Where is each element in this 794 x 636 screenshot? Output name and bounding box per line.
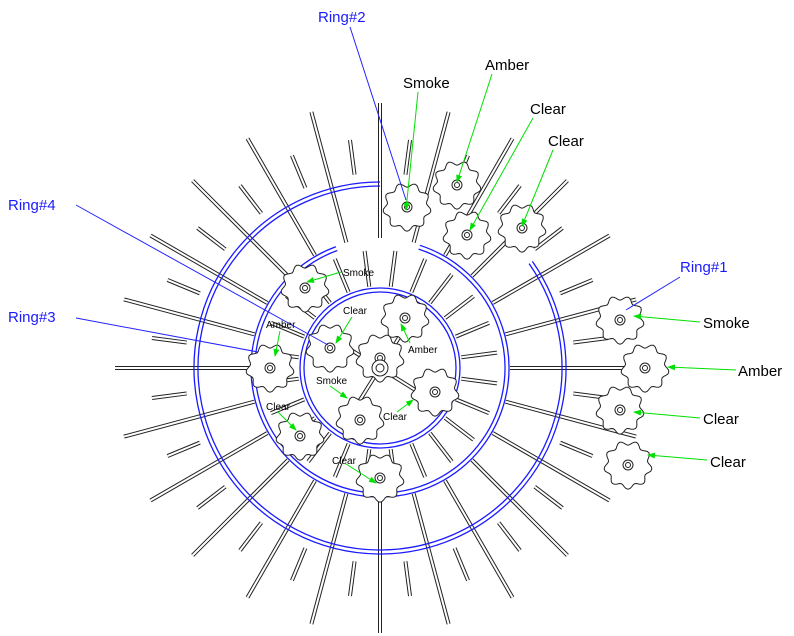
callout-label: Amber (266, 320, 296, 331)
spoke (292, 548, 305, 580)
rosette (443, 212, 491, 259)
spoke (292, 156, 305, 188)
ring-label: Ring#1 (680, 259, 728, 276)
callout-label: Smoke (316, 376, 348, 387)
spoke (240, 186, 261, 214)
ring-label: Ring#2 (318, 9, 366, 26)
spoke (456, 399, 489, 413)
callout-label: Amber (485, 57, 529, 74)
callout-label: Amber (738, 363, 782, 380)
rosette (596, 297, 644, 344)
leader-arrow (668, 367, 736, 370)
callout-label: Smoke (703, 315, 750, 332)
callout-label: Clear (343, 306, 368, 317)
ring-label: Ring#3 (8, 309, 56, 326)
spoke (411, 259, 425, 292)
spoke (248, 139, 316, 256)
leader-arrow (330, 386, 347, 398)
spoke (560, 443, 592, 456)
spoke (430, 274, 452, 303)
rosette (336, 397, 384, 444)
spoke (168, 280, 200, 293)
callout-label: Clear (266, 402, 291, 413)
leader-line (626, 277, 680, 310)
leader-arrow (397, 400, 413, 412)
page: {"rings": ["Ring#1", "Ring#2", "Ring#3",… (0, 0, 794, 636)
spoke (472, 460, 567, 555)
callout-label: Clear (530, 101, 566, 118)
spoke (311, 494, 346, 624)
spoke (414, 494, 449, 624)
spoke (430, 433, 452, 462)
ring-label: Ring#4 (8, 197, 56, 214)
rosette (356, 455, 404, 502)
spoke (535, 487, 563, 508)
spoke (193, 181, 288, 276)
ring-diagram: Ring#1 Ring#2 Ring#3 Ring#4 Smoke Amber … (0, 0, 794, 636)
callout-label: Smoke (403, 75, 450, 92)
spoke (445, 481, 513, 598)
callout-label: Clear (548, 133, 584, 150)
spoke (560, 280, 592, 293)
rosette (281, 265, 329, 312)
rosette (498, 205, 546, 252)
callout-label: Smoke (343, 268, 375, 279)
spoke (445, 296, 474, 318)
spoke (445, 418, 474, 440)
leader-arrow (457, 74, 492, 182)
leader-arrow (648, 455, 707, 460)
rosette (276, 413, 324, 460)
rosette (433, 162, 481, 209)
spoke (124, 299, 254, 334)
rosette (596, 387, 644, 434)
spoke (456, 323, 489, 337)
spoke (151, 433, 268, 501)
callout-label: Clear (332, 456, 357, 467)
center-hub (372, 360, 388, 376)
rosette (604, 442, 652, 489)
callout-label: Clear (383, 412, 408, 423)
callout-label: Clear (710, 454, 746, 471)
spoke (248, 481, 316, 598)
spoke (311, 112, 346, 242)
spoke (198, 228, 226, 249)
spoke (493, 433, 610, 501)
spoke (499, 523, 520, 551)
rosette (383, 184, 431, 231)
spoke (455, 548, 468, 580)
spoke (411, 444, 425, 477)
callout-label: Clear (703, 411, 739, 428)
callout-label: Amber (408, 345, 438, 356)
rosette (246, 345, 294, 392)
spoke (168, 443, 200, 456)
spoke (151, 236, 268, 304)
drawing (115, 103, 669, 633)
spoke (124, 402, 254, 437)
spoke (240, 523, 261, 551)
leader-arrow (634, 316, 700, 322)
rosette (411, 369, 459, 416)
spoke (193, 460, 288, 555)
leader-line (76, 318, 258, 352)
spoke (198, 487, 226, 508)
rosette (621, 345, 669, 392)
